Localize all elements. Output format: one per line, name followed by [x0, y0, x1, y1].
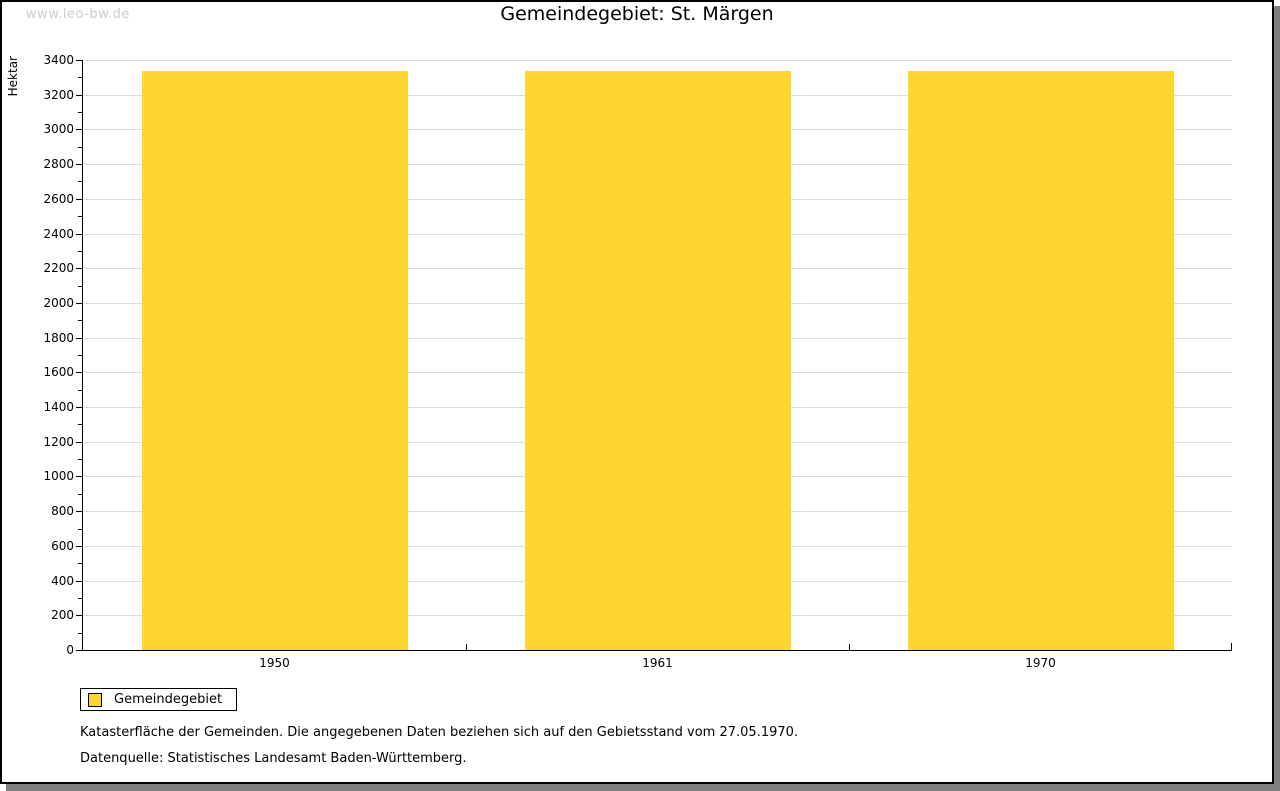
y-axis-minor-tick-100 [78, 633, 82, 634]
y-tick-label-1200: 1200 [43, 435, 74, 449]
y-tick-label-2000: 2000 [43, 296, 74, 310]
y-axis-tick-200 [76, 615, 82, 616]
legend-label: Gemeindegebiet [114, 692, 223, 707]
y-axis-minor-tick-2300 [78, 251, 82, 252]
y-tick-label-3400: 3400 [43, 53, 74, 67]
footnote-source: Datenquelle: Statistisches Landesamt Bad… [80, 751, 467, 766]
y-axis-tick-400 [76, 581, 82, 582]
y-tick-label-0: 0 [66, 643, 74, 657]
y-axis-minor-tick-300 [78, 598, 82, 599]
footnote-description: Katasterfläche der Gemeinden. Die angege… [80, 725, 799, 740]
y-axis-minor-tick-2900 [78, 147, 82, 148]
y-axis-minor-tick-500 [78, 563, 82, 564]
page-shadow-bottom [6, 784, 1274, 791]
y-tick-label-3000: 3000 [43, 122, 74, 136]
y-axis-tick-2000 [76, 303, 82, 304]
y-tick-label-3200: 3200 [43, 88, 74, 102]
y-tick-label-1600: 1600 [43, 365, 74, 379]
y-axis-tick-800 [76, 511, 82, 512]
y-axis-tick-3400 [76, 60, 82, 61]
y-axis-minor-tick-3300 [78, 77, 82, 78]
y-axis-minor-tick-900 [78, 494, 82, 495]
y-axis-minor-tick-1700 [78, 355, 82, 356]
y-tick-label-2400: 2400 [43, 227, 74, 241]
y-axis-tick-2600 [76, 199, 82, 200]
y-axis-tick-0 [76, 650, 82, 651]
legend-swatch-icon [88, 692, 102, 707]
y-tick-label-600: 600 [51, 539, 74, 553]
y-axis-tick-1600 [76, 372, 82, 373]
y-axis-tick-3000 [76, 129, 82, 130]
y-tick-label-1400: 1400 [43, 400, 74, 414]
y-axis-tick-1200 [76, 442, 82, 443]
x-axis-tick-1 [466, 644, 467, 650]
plot-area: 0 200 400 600 800 1000 1200 1400 1600 1800 2000 220… [43, 53, 1232, 670]
y-tick-label-2200: 2200 [43, 261, 74, 275]
y-axis-minor-tick-1900 [78, 320, 82, 321]
y-axis-tick-1000 [76, 476, 82, 477]
x-tick-label-1970: 1970 [1025, 656, 1056, 670]
gridline-3400 [83, 60, 1232, 61]
y-axis-minor-tick-1500 [78, 390, 82, 391]
bar-1961 [525, 71, 791, 650]
y-axis-title: Hektar [6, 56, 20, 97]
chart-title: Gemeindegebiet: St. Märgen [500, 3, 774, 25]
x-tick-label-1950: 1950 [259, 656, 290, 670]
y-axis-minor-tick-2500 [78, 216, 82, 217]
y-tick-label-2800: 2800 [43, 157, 74, 171]
y-tick-label-2600: 2600 [43, 192, 74, 206]
y-axis-tick-3200 [76, 95, 82, 96]
y-tick-label-1800: 1800 [43, 331, 74, 345]
y-axis-minor-tick-2700 [78, 181, 82, 182]
y-axis-minor-tick-2100 [78, 286, 82, 287]
y-tick-label-800: 800 [51, 504, 74, 518]
x-axis-tick-2 [849, 644, 850, 650]
y-axis-tick-1800 [76, 338, 82, 339]
y-axis-tick-1400 [76, 407, 82, 408]
y-axis-tick-600 [76, 546, 82, 547]
y-axis-tick-2800 [76, 164, 82, 165]
y-axis-minor-tick-700 [78, 529, 82, 530]
y-tick-label-200: 200 [51, 608, 74, 622]
y-tick-label-1000: 1000 [43, 469, 74, 483]
y-axis-minor-tick-1300 [78, 424, 82, 425]
x-tick-label-1961: 1961 [642, 656, 673, 670]
y-axis-minor-tick-3100 [78, 112, 82, 113]
bar-1950 [142, 71, 408, 650]
x-axis-end-tick [1231, 643, 1232, 650]
watermark: www.leo-bw.de [26, 7, 130, 22]
page-shadow-right [1274, 6, 1280, 791]
y-axis-tick-2200 [76, 268, 82, 269]
y-axis-tick-2400 [76, 234, 82, 235]
y-axis-minor-tick-1100 [78, 459, 82, 460]
bar-1970 [908, 71, 1174, 650]
legend: Gemeindegebiet [80, 688, 238, 711]
y-tick-label-400: 400 [51, 574, 74, 588]
